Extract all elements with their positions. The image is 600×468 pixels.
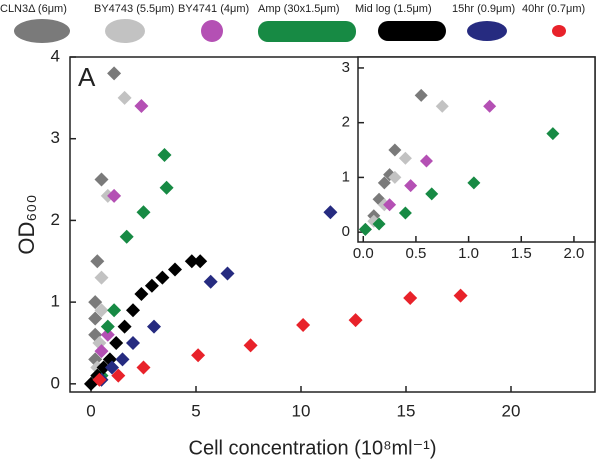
data-point — [372, 217, 386, 231]
data-point — [243, 338, 258, 353]
x-axis-label: Cell concentration (10⁸ml⁻¹) — [189, 437, 437, 459]
y-tick-label: 1 — [51, 292, 60, 311]
data-point — [546, 127, 560, 141]
y-tick-label: 1 — [342, 168, 350, 185]
data-point — [348, 313, 363, 328]
data-point — [193, 254, 208, 269]
data-point — [100, 327, 115, 342]
data-point — [388, 143, 402, 157]
data-point — [107, 66, 122, 81]
x-tick-label: 20 — [502, 401, 521, 420]
data-point — [126, 335, 140, 350]
data-point — [134, 99, 149, 114]
legend-label: 15hr (0.9μm) — [452, 3, 515, 15]
legend-marker — [14, 19, 70, 43]
x-tick-label: 0.0 — [353, 245, 374, 262]
data-point — [383, 198, 397, 212]
data-point — [358, 222, 372, 236]
data-point — [115, 352, 130, 367]
x-tick-label: 10 — [292, 401, 311, 420]
data-point — [96, 360, 111, 375]
data-point — [388, 170, 402, 184]
data-point — [88, 311, 103, 326]
data-point — [90, 254, 105, 269]
x-tick-label: 5 — [191, 401, 200, 420]
data-point — [155, 270, 170, 285]
data-point — [136, 205, 151, 220]
data-point — [157, 148, 172, 163]
legend-label: Amp (30x1.5μm) — [258, 3, 340, 15]
data-point — [159, 180, 174, 195]
data-point — [94, 303, 109, 318]
data-point — [435, 99, 449, 113]
data-point — [94, 172, 109, 187]
data-point — [117, 90, 132, 105]
data-point — [92, 372, 107, 387]
data-point — [191, 348, 206, 363]
data-point — [220, 266, 235, 281]
panel-label: A — [78, 62, 96, 92]
data-point — [100, 319, 115, 334]
legend-marker — [552, 25, 566, 37]
legend-marker — [201, 20, 223, 42]
legend-label: Mid log (1.5μm) — [355, 3, 432, 15]
y-tick-label: 0 — [51, 373, 60, 392]
data-point — [203, 274, 218, 289]
data-point — [398, 206, 412, 220]
data-point — [425, 187, 439, 201]
x-tick-label: 2.0 — [564, 245, 585, 262]
y-tick-label: 0 — [342, 223, 350, 240]
x-tick-label: 0.5 — [406, 245, 427, 262]
data-point — [109, 335, 124, 350]
data-point — [419, 154, 433, 168]
x-tick-label: 15 — [397, 401, 416, 420]
data-point — [88, 295, 103, 310]
y-tick-label: 3 — [51, 128, 60, 147]
y-axis-label: OD₆₀₀ — [14, 194, 39, 254]
legend: CLN3Δ (6μm) BY4743 (5.5μm) BY4741 (4μm) Amp… — [0, 3, 585, 43]
data-point — [398, 151, 412, 165]
x-tick-label: 0 — [86, 401, 95, 420]
legend-label: CLN3Δ (6μm) — [0, 3, 67, 15]
data-point — [144, 278, 159, 293]
data-point — [403, 291, 418, 306]
legend-label: BY4741 (4μm) — [178, 3, 249, 15]
data-point — [467, 176, 481, 190]
data-point — [105, 360, 119, 375]
legend-label: 40hr (0.7μm) — [522, 3, 585, 15]
data-point — [107, 303, 122, 318]
data-point — [168, 262, 182, 277]
data-point — [126, 303, 140, 318]
data-point — [136, 360, 151, 375]
data-point — [184, 254, 199, 269]
data-point — [111, 368, 126, 383]
data-point — [414, 88, 428, 102]
legend-label: BY4743 (5.5μm) — [94, 3, 174, 15]
data-point — [377, 176, 391, 190]
y-tick-label: 2 — [342, 114, 350, 131]
legend-marker — [378, 21, 446, 41]
data-point — [107, 188, 122, 203]
legend-marker — [258, 21, 356, 42]
data-point — [453, 288, 468, 303]
data-point — [134, 286, 149, 301]
inset-plot: 0.0 0.5 1.0 1.5 2.0 0 1 2 3 — [342, 56, 596, 262]
legend-marker — [105, 19, 145, 43]
y-tick-label: 3 — [342, 59, 350, 76]
data-point — [296, 318, 311, 332]
data-point — [147, 319, 161, 334]
data-point — [323, 205, 338, 220]
y-tick-label: 4 — [51, 46, 60, 65]
data-point — [117, 319, 132, 334]
y-tick-label: 2 — [51, 210, 60, 229]
data-point — [483, 99, 497, 113]
data-point — [94, 344, 109, 359]
x-tick-label: 1.5 — [511, 245, 532, 262]
data-point — [404, 179, 418, 193]
x-tick-label: 1.0 — [458, 245, 479, 262]
data-point — [119, 229, 134, 244]
data-point — [94, 270, 109, 285]
legend-marker — [467, 21, 507, 41]
